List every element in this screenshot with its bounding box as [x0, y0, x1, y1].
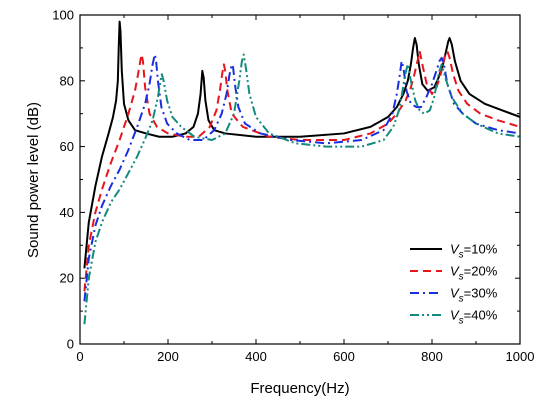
y-tick-label: 0 [67, 337, 74, 352]
y-tick-label: 80 [60, 73, 74, 88]
y-tick-label: 40 [60, 205, 74, 220]
legend-label-4: Vs=40% [450, 308, 498, 327]
x-tick-label: 800 [421, 349, 443, 364]
series-line-4 [83, 53, 520, 325]
x-tick-label: 200 [157, 349, 179, 364]
y-axis-ticks: 0 20 40 60 80 100 [52, 8, 520, 352]
x-axis-title: Frequency(Hz) [250, 380, 349, 397]
y-tick-label: 100 [52, 8, 74, 23]
legend-label-1: Vs=10% [450, 242, 498, 261]
y-tick-label: 20 [60, 271, 74, 286]
x-tick-label: 0 [76, 349, 83, 364]
series-layer [83, 20, 520, 325]
y-tick-label: 60 [60, 139, 74, 154]
x-tick-label: 600 [333, 349, 355, 364]
x-axis-ticks: 0 200 400 600 800 1000 [76, 15, 534, 364]
legend-label-2: Vs=20% [450, 264, 498, 283]
x-tick-label: 1000 [506, 349, 535, 364]
legend: Vs=10% Vs=20% Vs=30% Vs=40% [410, 242, 498, 327]
legend-label-3: Vs=30% [450, 286, 498, 305]
series-line-1 [83, 20, 520, 269]
x-tick-label: 400 [245, 349, 267, 364]
y-axis-title: Sound power level (dB) [25, 102, 42, 258]
